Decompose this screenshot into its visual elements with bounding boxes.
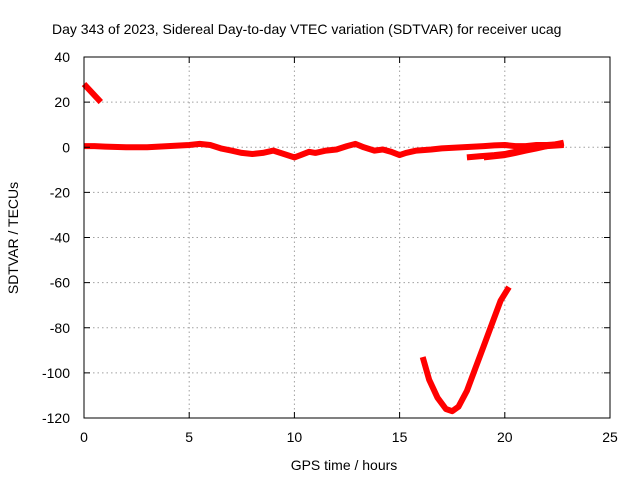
y-tick-label: -40 — [50, 230, 70, 246]
y-tick-label: -60 — [50, 275, 70, 291]
x-tick-label: 10 — [287, 429, 303, 445]
x-tick-label: 5 — [185, 429, 193, 445]
series-early-decline — [81, 82, 103, 105]
plot-frame — [83, 56, 611, 419]
x-tick-label: 20 — [497, 429, 513, 445]
x-tick-label: 0 — [80, 429, 88, 445]
y-axis-label: SDTVAR / TECUs — [5, 182, 21, 294]
x-axis-label: GPS time / hours — [291, 457, 398, 473]
y-axis: -120 -100 -80 -60 -40 -20 0 20 40 — [42, 49, 610, 426]
series-late-lower-branch — [466, 139, 565, 161]
y-tick-label: -100 — [42, 365, 70, 381]
series-layer — [81, 82, 565, 415]
x-axis: 0 5 10 15 20 25 — [80, 57, 618, 445]
series-dip — [419, 285, 512, 415]
grid-lines — [84, 57, 610, 418]
y-tick-label: -120 — [42, 410, 70, 426]
chart-title: Day 343 of 2023, Sidereal Day-to-day VTE… — [52, 21, 561, 37]
y-tick-label: 40 — [54, 49, 70, 65]
y-tick-label: -80 — [50, 320, 70, 336]
x-tick-label: 25 — [602, 429, 618, 445]
y-tick-label: 0 — [62, 139, 70, 155]
series-main-trace — [84, 140, 564, 161]
y-tick-label: 20 — [54, 94, 70, 110]
x-tick-label: 15 — [392, 429, 408, 445]
y-tick-label: -20 — [50, 184, 70, 200]
